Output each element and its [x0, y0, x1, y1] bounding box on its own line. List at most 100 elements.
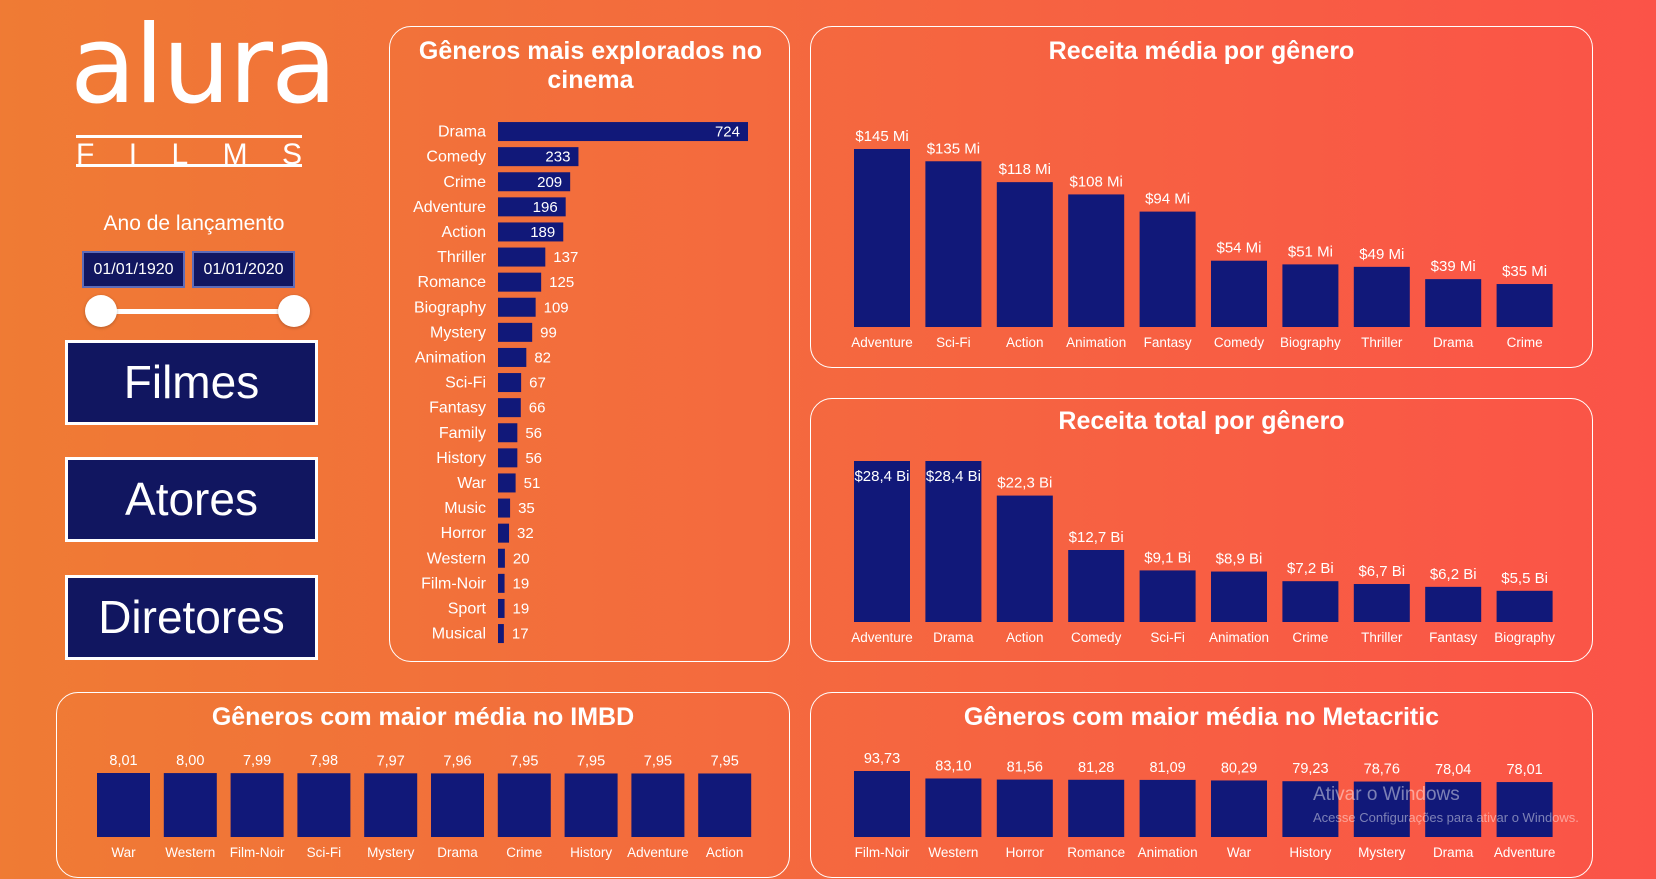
windows-activation-subtitle: Acesse Configurações para ativar o Windo…	[1313, 810, 1579, 825]
release-year-filter-title: Ano de lançamento	[60, 212, 328, 236]
category-label: Horror	[1006, 845, 1045, 860]
category-label: Animation	[1066, 335, 1126, 350]
data-label: 20	[513, 550, 530, 567]
category-label: Sci-Fi	[1150, 630, 1185, 645]
data-label: 81,09	[1149, 760, 1185, 776]
category-label: Crime	[443, 174, 486, 191]
category-label: Fantasy	[1429, 630, 1477, 645]
bar	[1425, 279, 1481, 327]
bar	[498, 448, 517, 467]
category-label: Film-Noir	[421, 575, 487, 592]
bar	[498, 348, 526, 367]
diretores-button[interactable]: Diretores	[65, 575, 318, 660]
category-label: Adventure	[851, 630, 913, 645]
category-label: Sci-Fi	[445, 375, 486, 392]
bar	[498, 574, 505, 593]
bar	[997, 780, 1053, 837]
data-label: 7,99	[243, 753, 271, 769]
bar	[1140, 780, 1196, 837]
data-label: 8,01	[109, 753, 137, 769]
category-label: Thriller	[1361, 335, 1403, 350]
category-label: Comedy	[1071, 630, 1122, 645]
category-label: Film-Noir	[855, 845, 910, 860]
start-date-input[interactable]: 01/01/1920	[82, 251, 185, 288]
bar	[498, 273, 541, 292]
bar	[1282, 264, 1338, 327]
bar	[1068, 780, 1124, 837]
data-label: 19	[513, 600, 530, 617]
bar	[231, 773, 284, 837]
filmes-button[interactable]: Filmes	[65, 340, 318, 425]
category-label: Romance	[418, 274, 487, 291]
bar	[1497, 591, 1553, 622]
bar	[997, 496, 1053, 622]
data-label: 51	[524, 475, 541, 492]
bar	[364, 773, 417, 837]
data-label: $135 Mi	[927, 140, 980, 157]
data-label: $39 Mi	[1431, 258, 1476, 275]
data-label: $12,7 Bi	[1069, 529, 1124, 546]
bar	[854, 149, 910, 327]
category-label: Sci-Fi	[307, 845, 342, 860]
genres-panel: Gêneros mais explorados no cinema Drama 7…	[389, 26, 790, 662]
bar	[698, 773, 751, 837]
data-label: 109	[544, 299, 569, 316]
category-label: Drama	[438, 124, 486, 141]
bar	[1282, 581, 1338, 622]
category-label: Biography	[1494, 630, 1555, 645]
category-label: Action	[1006, 335, 1044, 350]
category-label: Adventure	[1494, 845, 1556, 860]
year-slider-end-handle[interactable]	[278, 295, 310, 327]
data-label: $94 Mi	[1145, 191, 1190, 208]
category-label: Adventure	[413, 199, 486, 216]
category-label: Fantasy	[1144, 335, 1192, 350]
data-label: $28,4 Bi	[854, 468, 909, 485]
data-label: 17	[512, 626, 529, 643]
category-label: Animation	[415, 349, 486, 366]
category-label: Crime	[506, 845, 542, 860]
data-label: $28,4 Bi	[926, 468, 981, 485]
data-label: 7,95	[644, 753, 672, 769]
bar	[631, 773, 684, 837]
avg-revenue-bar-chart: $145 Mi Adventure $135 Mi Sci-Fi $118 Mi Acti…	[811, 27, 1594, 369]
data-label: 209	[537, 174, 562, 191]
atores-button[interactable]: Atores	[65, 457, 318, 542]
data-label: $22,3 Bi	[997, 475, 1052, 492]
category-label: Mystery	[430, 324, 486, 341]
data-label: 7,95	[510, 753, 538, 769]
category-label: Drama	[437, 845, 478, 860]
metacritic-panel: Gêneros com maior média no Metacritic 93…	[810, 692, 1593, 878]
total-revenue-panel: Receita total por gênero $28,4 Bi Adventu…	[810, 398, 1593, 662]
bar	[925, 778, 981, 837]
category-label: Comedy	[1214, 335, 1265, 350]
category-label: Action	[442, 224, 486, 241]
data-label: 83,10	[935, 758, 971, 774]
category-label: Family	[439, 425, 486, 442]
bar	[498, 323, 532, 342]
year-slider-start-handle[interactable]	[85, 295, 117, 327]
bar	[925, 161, 981, 327]
category-label: Western	[928, 845, 978, 860]
data-label: 35	[518, 500, 535, 517]
bar	[498, 499, 510, 518]
category-label: Adventure	[627, 845, 689, 860]
bar	[431, 773, 484, 837]
bar	[1068, 194, 1124, 327]
bar	[854, 771, 910, 837]
end-date-input[interactable]: 01/01/2020	[192, 251, 295, 288]
bar	[565, 773, 618, 837]
bar	[498, 624, 504, 643]
bar	[498, 298, 536, 317]
category-label: Film-Noir	[230, 845, 285, 860]
bar	[1497, 284, 1553, 327]
category-label: Fantasy	[429, 400, 486, 417]
category-label: Romance	[1067, 845, 1125, 860]
data-label: 80,29	[1221, 760, 1257, 776]
category-label: Action	[1006, 630, 1044, 645]
bar	[164, 773, 217, 837]
year-slider-track[interactable]	[100, 309, 296, 314]
category-label: Drama	[1433, 845, 1474, 860]
data-label: 67	[529, 375, 546, 392]
category-label: Mystery	[1358, 845, 1406, 860]
alura-films-logo: alura F I L M S	[70, 8, 306, 173]
